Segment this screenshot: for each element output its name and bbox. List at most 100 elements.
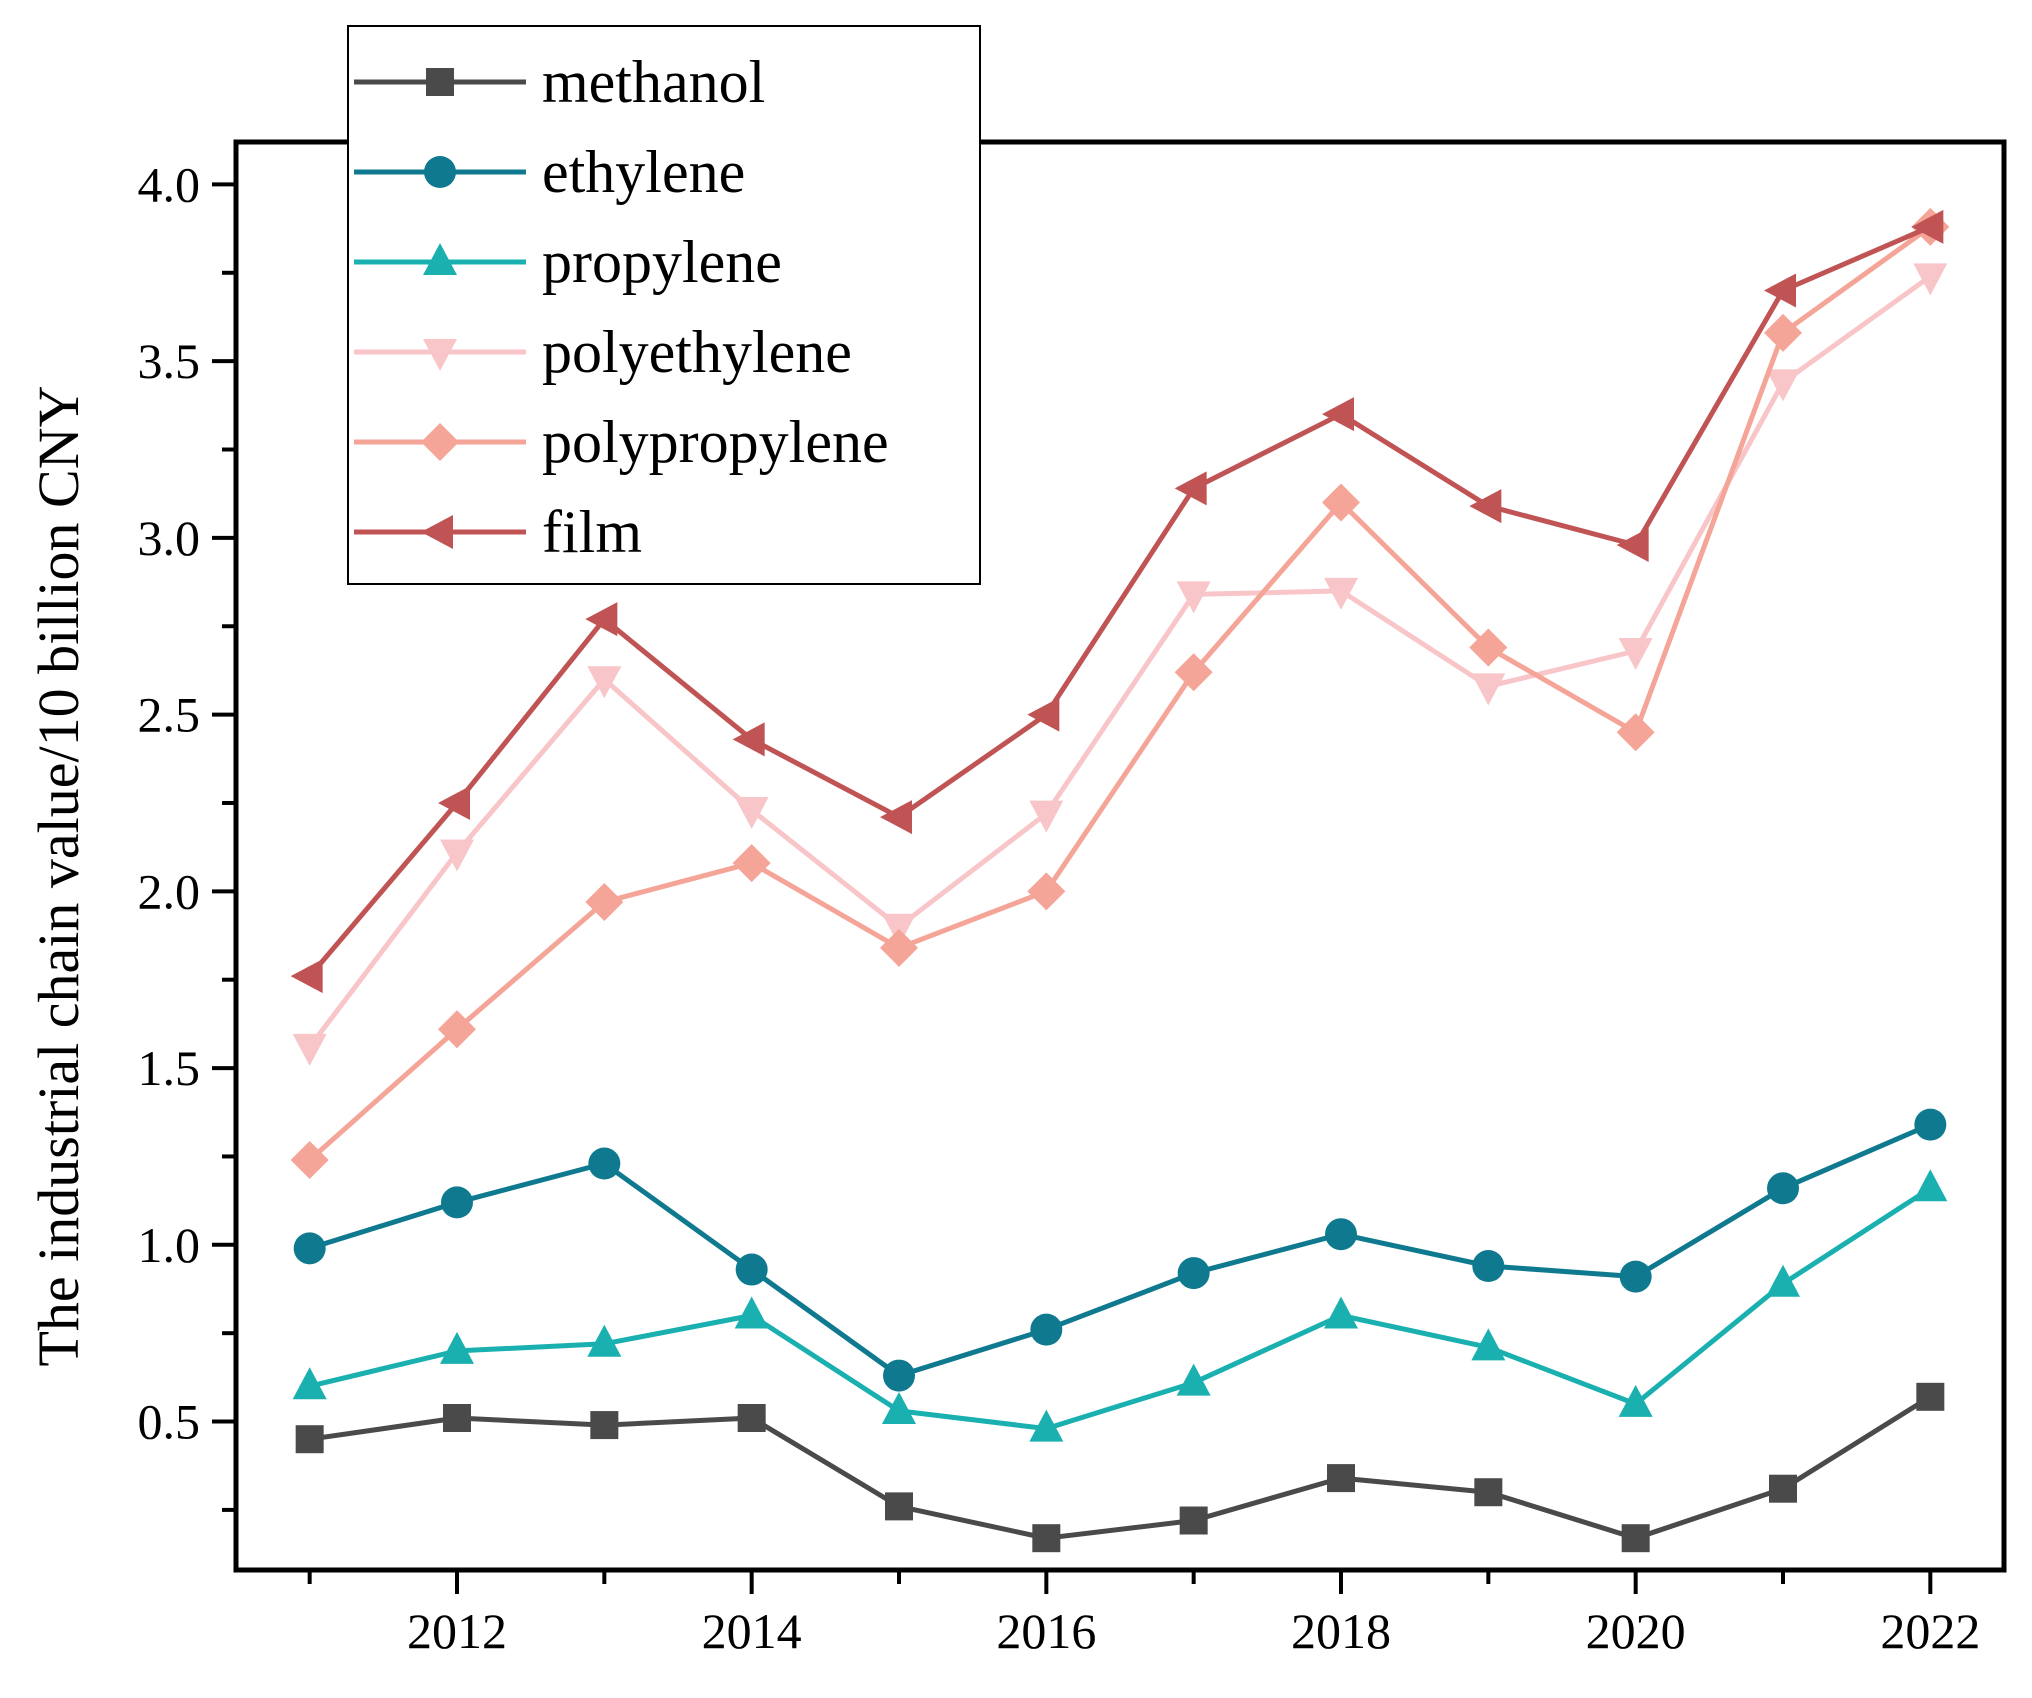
propylene-point — [1176, 1363, 1211, 1396]
legend-label: propylene — [542, 229, 782, 295]
legend: methanol ethylene propylene polyethylene pol… — [347, 25, 981, 585]
ethylene-point — [1030, 1313, 1063, 1346]
y-tick-label: 1.0 — [138, 1217, 201, 1273]
methanol-point — [1916, 1382, 1945, 1411]
polyethylene-point — [1029, 800, 1064, 833]
methanol-point — [1621, 1524, 1650, 1553]
propylene-point — [1471, 1328, 1506, 1361]
ethylene-point — [1619, 1260, 1652, 1293]
legend-item-ethylene: ethylene — [354, 139, 745, 205]
film-point — [1027, 697, 1060, 732]
series-film — [290, 209, 1944, 994]
y-tick-label: 3.5 — [138, 333, 201, 389]
polyethylene-point — [1176, 581, 1211, 614]
legend-swatch-marker — [421, 423, 459, 461]
propylene-point — [1029, 1409, 1064, 1442]
x-tick-label: 2018 — [1291, 1603, 1391, 1659]
polypropylene-point — [585, 882, 624, 921]
film-point — [585, 602, 618, 637]
methanol-point — [1179, 1506, 1208, 1535]
methanol-point — [1769, 1474, 1797, 1503]
polypropylene-point — [1469, 628, 1508, 667]
series-propylene — [292, 1169, 1948, 1442]
propylene-point — [440, 1331, 474, 1364]
ethylene-point — [735, 1253, 768, 1286]
y-tick-label: 3.0 — [138, 510, 201, 566]
legend-item-propylene: propylene — [354, 229, 782, 295]
y-tick-label: 4.0 — [138, 156, 201, 212]
plot-frame — [233, 139, 2007, 1573]
polypropylene-line — [308, 224, 1932, 1162]
polyethylene-point — [587, 666, 622, 699]
propylene-point — [882, 1391, 916, 1424]
polypropylene-point — [290, 1140, 329, 1179]
ethylene-point — [588, 1147, 621, 1180]
film-point — [290, 959, 323, 994]
methanol-point — [443, 1404, 471, 1433]
methanol-point — [1474, 1478, 1503, 1507]
polyethylene-point — [292, 1033, 327, 1066]
polypropylene-point — [438, 1010, 476, 1049]
methanol-point — [737, 1404, 766, 1433]
propylene-point — [734, 1296, 769, 1329]
legend-swatch-marker — [423, 339, 457, 371]
film-point — [1911, 209, 1944, 244]
series-ethylene — [293, 1108, 1947, 1392]
film-point — [1469, 489, 1502, 524]
legend-label: polyethylene — [542, 319, 852, 385]
methanol-point — [1327, 1464, 1355, 1493]
methanol-point — [1032, 1524, 1061, 1553]
film-point — [1322, 397, 1354, 432]
legend-label: methanol — [542, 49, 765, 115]
y-tick-label: 1.5 — [138, 1040, 201, 1096]
polyethylene-point — [1913, 263, 1948, 296]
polypropylene-point — [732, 844, 771, 883]
legend-box — [347, 25, 981, 585]
ethylene-point — [1767, 1172, 1799, 1205]
x-tick-label: 2014 — [702, 1603, 802, 1659]
polypropylene-point — [1764, 313, 1802, 352]
ethylene-point — [1914, 1108, 1947, 1141]
propylene-point — [1618, 1384, 1653, 1417]
series-layer — [290, 207, 1950, 1553]
methanol-point — [885, 1492, 913, 1521]
polypropylene-point — [880, 928, 918, 967]
propylene-line — [309, 1186, 1932, 1432]
film-line — [307, 224, 1932, 978]
propylene-point — [1766, 1264, 1800, 1297]
legend-item-polypropylene: polypropylene — [354, 409, 889, 475]
propylene-point — [1913, 1169, 1948, 1202]
legend-item-methanol: methanol — [354, 49, 765, 115]
ethylene-point — [441, 1186, 473, 1219]
x-tick-label: 2016 — [996, 1603, 1096, 1659]
polypropylene-point — [1322, 483, 1360, 522]
series-polyethylene — [292, 263, 1948, 1066]
axis-layer: 2012 2014 2016 2018 2020 2022 0.5 1.0 1.5 2.0 2.5 3… — [138, 156, 1981, 1659]
y-axis-label: The industrial chain value/10 billion CN… — [26, 386, 91, 1367]
legend-label: film — [542, 499, 642, 565]
series-methanol — [295, 1382, 1945, 1553]
ethylene-point — [1472, 1250, 1505, 1283]
polyethylene-point — [1471, 673, 1506, 706]
methanol-point — [590, 1411, 619, 1440]
legend-item-polyethylene: polyethylene — [354, 319, 852, 385]
ethylene-point — [1325, 1218, 1357, 1251]
film-point — [880, 800, 912, 835]
legend-swatch-marker — [426, 68, 454, 96]
x-tick-label: 2012 — [407, 1603, 507, 1659]
polypropylene-point — [1174, 653, 1213, 692]
film-point — [732, 722, 765, 757]
propylene-point — [587, 1324, 622, 1357]
legend-swatch-marker — [421, 515, 453, 549]
legend-swatch-marker — [424, 156, 456, 188]
ethylene-line — [308, 1122, 1932, 1379]
legend-label: ethylene — [542, 139, 745, 205]
polyethylene-point — [1766, 369, 1800, 402]
propylene-point — [292, 1367, 327, 1400]
polyethylene-point — [1324, 577, 1358, 610]
methanol-point — [295, 1425, 324, 1454]
polyethylene-point — [440, 839, 474, 872]
polypropylene-point — [1616, 713, 1655, 752]
x-tick-label: 2020 — [1586, 1603, 1686, 1659]
